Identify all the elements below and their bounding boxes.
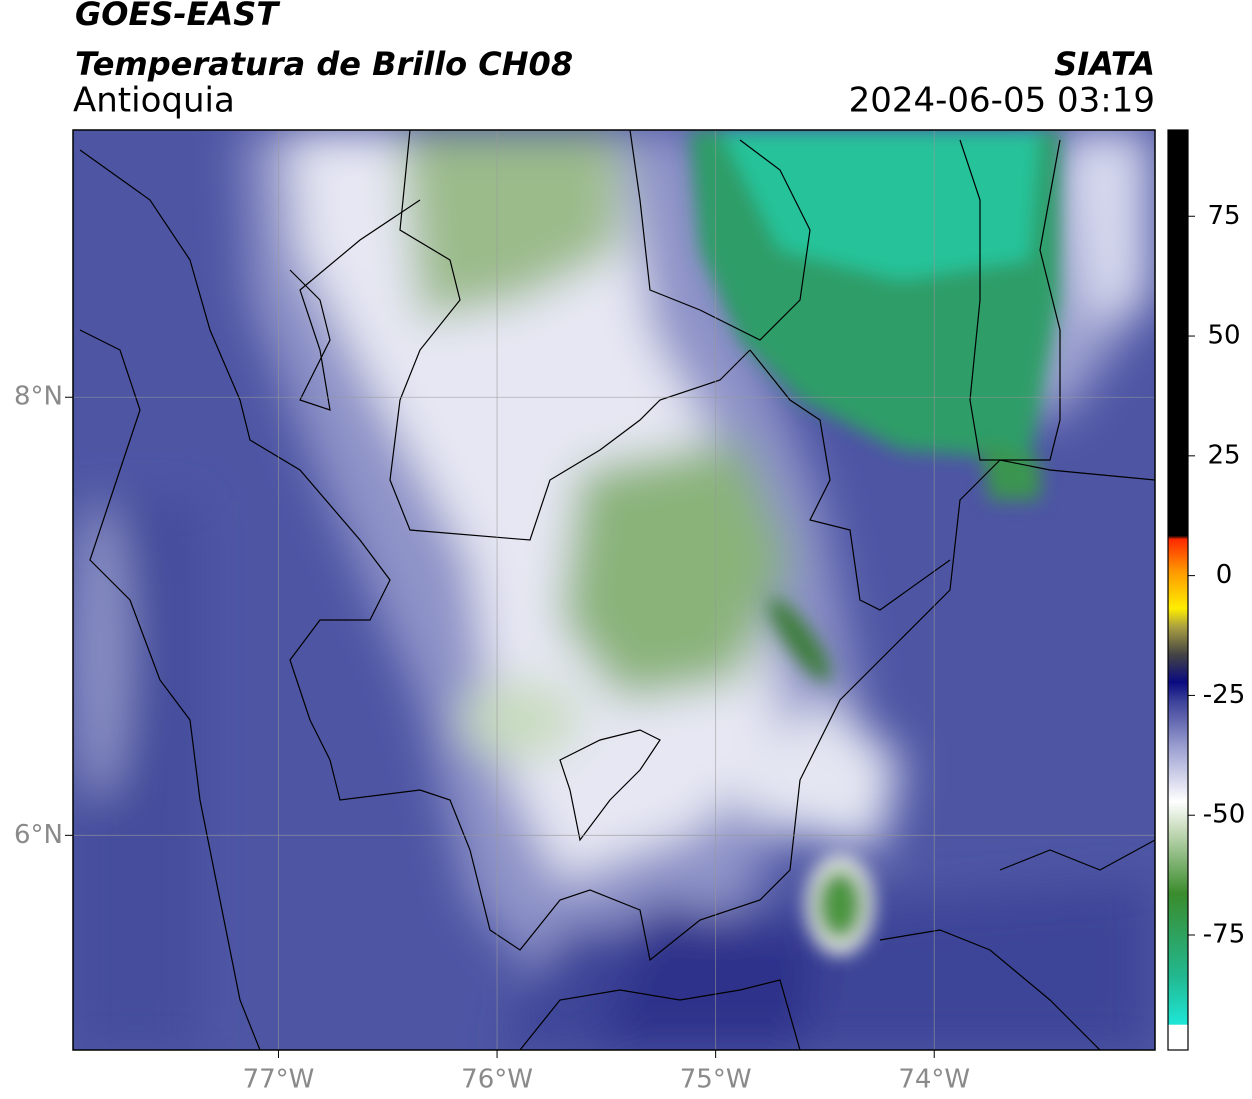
colorbar-tick-label: 75 bbox=[1207, 201, 1240, 231]
map-image bbox=[73, 130, 1155, 1050]
map-frame bbox=[72, 129, 1156, 1051]
source: SIATA bbox=[1054, 45, 1155, 83]
colorbar-tick-label: -25 bbox=[1203, 680, 1245, 710]
colorbar-tick-label: 50 bbox=[1207, 321, 1240, 351]
x-tick-label: 77°W bbox=[243, 1065, 315, 1095]
colorbar-tick-label: 0 bbox=[1216, 560, 1233, 590]
colorbar-tick-label: -75 bbox=[1203, 920, 1245, 950]
x-tick-label: 74°W bbox=[898, 1065, 970, 1095]
y-tick-label: 6°N bbox=[14, 820, 63, 850]
subtitle: Temperatura de Brillo CH08 bbox=[75, 45, 573, 83]
colorbar-tick-label: -50 bbox=[1203, 800, 1245, 830]
region: Antioquia bbox=[73, 81, 235, 121]
y-tick-label: 8°N bbox=[14, 382, 63, 412]
x-tick-label: 75°W bbox=[680, 1065, 752, 1095]
datetime: 2024-06-05 03:19 bbox=[849, 81, 1155, 121]
title: GOES-EAST bbox=[75, 0, 280, 33]
colorbar-tick-label: 25 bbox=[1207, 440, 1240, 470]
colorbar bbox=[1167, 129, 1189, 1051]
x-tick-label: 76°W bbox=[461, 1065, 533, 1095]
